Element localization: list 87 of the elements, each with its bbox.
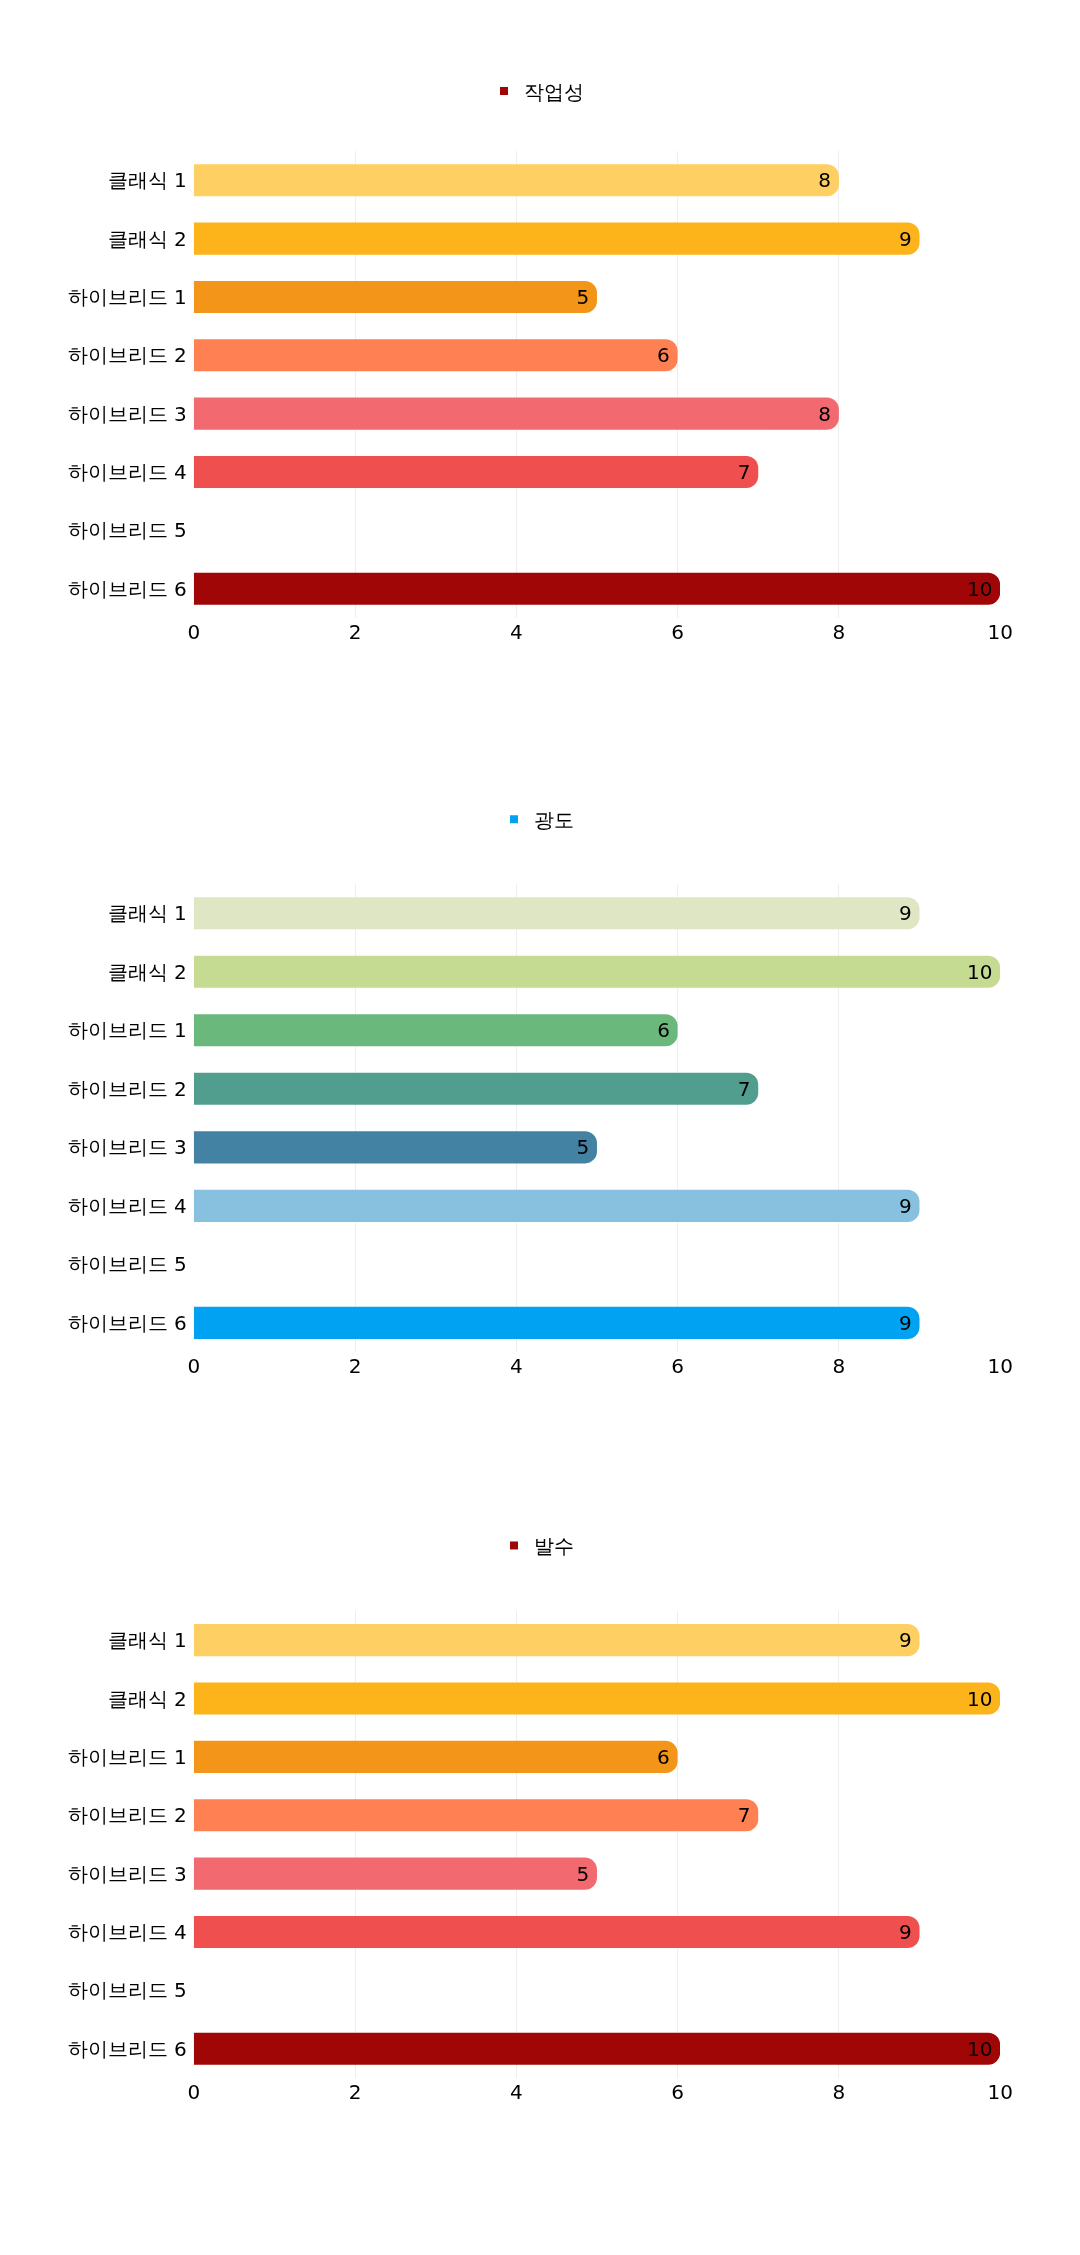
data-label: 9 xyxy=(899,901,912,926)
bar xyxy=(193,339,678,372)
x-tick-label: 8 xyxy=(832,2079,846,2104)
y-tick-label: 클래식 1 xyxy=(107,168,187,193)
data-label: 6 xyxy=(657,1744,670,1769)
y-tick-label: 하이브리드 4 xyxy=(67,1920,187,1945)
x-tick-label: 0 xyxy=(187,1354,201,1379)
y-tick-label: 클래식 2 xyxy=(107,959,187,984)
y-tick-label: 하이브리드 3 xyxy=(67,1135,187,1160)
bar xyxy=(193,955,1001,988)
y-tick-label: 하이브리드 1 xyxy=(67,1744,187,1769)
bar xyxy=(193,1306,920,1339)
data-label: 10 xyxy=(966,1686,993,1711)
bar xyxy=(193,455,759,489)
y-tick-label: 하이브리드 5 xyxy=(67,518,187,543)
y-tick-label: 클래식 2 xyxy=(107,226,187,251)
y-tick-label: 하이브리드 1 xyxy=(67,1018,187,1043)
data-label: 9 xyxy=(899,1628,912,1653)
x-tick-label: 6 xyxy=(671,2079,684,2104)
data-label: 5 xyxy=(576,1135,590,1160)
legend-label: 작업성 xyxy=(524,79,584,104)
x-tick-label: 6 xyxy=(671,1354,684,1379)
x-tick-label: 2 xyxy=(348,619,362,644)
bar xyxy=(193,1189,920,1222)
x-tick-label: 6 xyxy=(671,619,684,644)
data-label: 10 xyxy=(966,576,993,601)
data-label: 10 xyxy=(966,2036,993,2061)
x-tick-label: 10 xyxy=(987,1354,1013,1379)
x-tick-label: 2 xyxy=(348,2079,362,2104)
y-tick-label: 하이브리드 6 xyxy=(67,1310,187,1335)
x-tick-label: 8 xyxy=(832,619,846,644)
x-tick-label: 4 xyxy=(509,619,523,644)
y-tick-label: 하이브리드 2 xyxy=(67,343,187,368)
bar xyxy=(193,897,920,930)
y-tick-label: 클래식 1 xyxy=(107,1628,187,1653)
data-label: 7 xyxy=(737,1076,751,1101)
y-tick-label: 하이브리드 2 xyxy=(67,1076,187,1101)
bar xyxy=(193,1740,678,1773)
x-tick-label: 2 xyxy=(348,1354,362,1379)
bar xyxy=(193,164,839,197)
y-tick-label: 하이브리드 5 xyxy=(67,1978,187,2003)
data-label: 9 xyxy=(899,1920,912,1945)
data-label: 7 xyxy=(737,1803,751,1828)
bar xyxy=(193,222,920,255)
y-tick-label: 하이브리드 6 xyxy=(67,2036,187,2061)
data-label: 8 xyxy=(818,168,832,193)
data-label: 9 xyxy=(899,1193,912,1218)
legend-label: 광도 xyxy=(534,808,574,833)
y-tick-label: 클래식 2 xyxy=(107,1686,187,1711)
bar xyxy=(193,572,1001,605)
y-tick-label: 클래식 1 xyxy=(107,901,187,926)
y-tick-label: 하이브리드 3 xyxy=(67,401,187,426)
data-label: 7 xyxy=(737,460,751,484)
y-tick-label: 하이브리드 3 xyxy=(67,1861,187,1886)
x-tick-label: 4 xyxy=(509,2079,523,2104)
bar xyxy=(193,397,839,430)
legend-label: 발수 xyxy=(534,1534,574,1559)
y-tick-label: 하이브리드 4 xyxy=(67,459,187,484)
x-tick-label: 0 xyxy=(187,2079,201,2104)
x-tick-label: 4 xyxy=(509,1354,523,1379)
bar xyxy=(193,2032,1001,2065)
bar xyxy=(193,1799,759,1832)
y-tick-label: 하이브리드 4 xyxy=(67,1193,187,1218)
bar xyxy=(193,1915,920,1949)
y-tick-label: 하이브리드 1 xyxy=(67,284,187,309)
data-label: 9 xyxy=(898,226,912,251)
data-label: 6 xyxy=(657,343,670,368)
bar xyxy=(193,1014,678,1047)
x-tick-label: 0 xyxy=(187,619,201,644)
bar xyxy=(193,1624,920,1657)
y-tick-label: 하이브리드 6 xyxy=(67,576,187,601)
data-label: 10 xyxy=(967,959,993,984)
data-label: 5 xyxy=(576,1861,590,1886)
data-label: 8 xyxy=(818,401,832,426)
y-tick-label: 하이브리드 5 xyxy=(67,1252,187,1277)
data-label: 5 xyxy=(576,284,590,309)
y-tick-label: 하이브리드 2 xyxy=(67,1803,187,1828)
bar xyxy=(193,1131,597,1164)
x-tick-label: 10 xyxy=(987,619,1013,644)
x-tick-label: 8 xyxy=(832,1354,846,1379)
data-label: 9 xyxy=(899,1310,912,1335)
bar xyxy=(193,1857,597,1890)
bar xyxy=(193,280,597,314)
x-tick-label: 10 xyxy=(987,2079,1013,2104)
bar xyxy=(193,1072,759,1105)
data-label: 6 xyxy=(657,1018,670,1043)
bar xyxy=(193,1682,1001,1715)
